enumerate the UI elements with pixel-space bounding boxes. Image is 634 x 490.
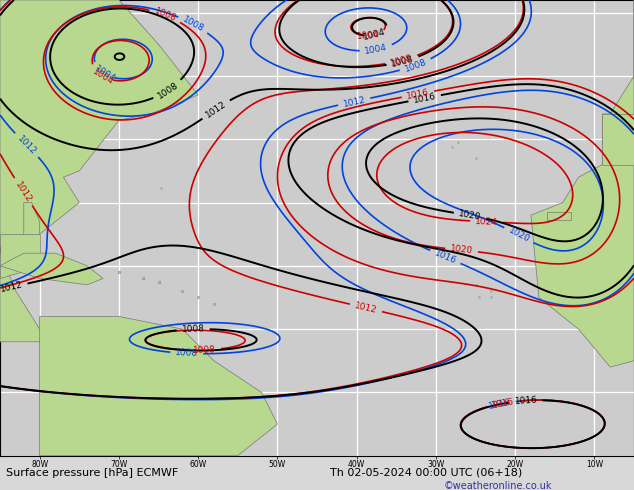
Text: 1004: 1004 — [93, 64, 117, 84]
Text: 1024: 1024 — [475, 217, 498, 227]
Text: 1004: 1004 — [363, 28, 387, 42]
Text: 1016: 1016 — [406, 88, 430, 101]
Text: 1012: 1012 — [13, 180, 34, 204]
Text: 1008: 1008 — [391, 54, 415, 69]
Text: ©weatheronline.co.uk: ©weatheronline.co.uk — [444, 481, 552, 490]
Text: 1016: 1016 — [514, 395, 538, 406]
Text: 1008: 1008 — [389, 53, 414, 68]
Polygon shape — [39, 317, 277, 456]
Polygon shape — [0, 0, 198, 247]
Text: 1012: 1012 — [204, 99, 228, 120]
Text: 1020: 1020 — [458, 209, 482, 222]
Text: 1016: 1016 — [413, 92, 437, 105]
Polygon shape — [0, 253, 55, 342]
Text: 1004: 1004 — [357, 30, 380, 41]
Text: 1004: 1004 — [91, 67, 115, 86]
Text: 1012: 1012 — [354, 301, 378, 315]
Polygon shape — [602, 114, 634, 165]
Text: Surface pressure [hPa] ECMWF: Surface pressure [hPa] ECMWF — [6, 468, 179, 478]
Text: 1008: 1008 — [193, 345, 216, 355]
Text: 1020: 1020 — [450, 245, 474, 256]
Text: 1008: 1008 — [181, 324, 205, 334]
Text: 1008: 1008 — [181, 15, 205, 34]
Text: 1012: 1012 — [0, 280, 23, 294]
Text: 1012: 1012 — [342, 95, 366, 108]
Text: 1012: 1012 — [15, 134, 38, 156]
Text: 1008: 1008 — [175, 348, 198, 358]
Polygon shape — [547, 212, 571, 220]
Text: 1016: 1016 — [433, 248, 458, 266]
Polygon shape — [0, 253, 103, 285]
Text: 1016: 1016 — [487, 397, 512, 411]
Text: Th 02-05-2024 00:00 UTC (06+18): Th 02-05-2024 00:00 UTC (06+18) — [330, 468, 522, 478]
Polygon shape — [0, 234, 39, 278]
Text: 1016: 1016 — [491, 397, 515, 410]
Polygon shape — [23, 202, 39, 241]
Text: 1008: 1008 — [153, 7, 178, 24]
Text: 1008: 1008 — [403, 57, 428, 74]
Text: 1020: 1020 — [507, 226, 531, 245]
Polygon shape — [531, 0, 634, 367]
Text: 1008: 1008 — [156, 80, 180, 100]
Text: 1004: 1004 — [364, 43, 388, 56]
